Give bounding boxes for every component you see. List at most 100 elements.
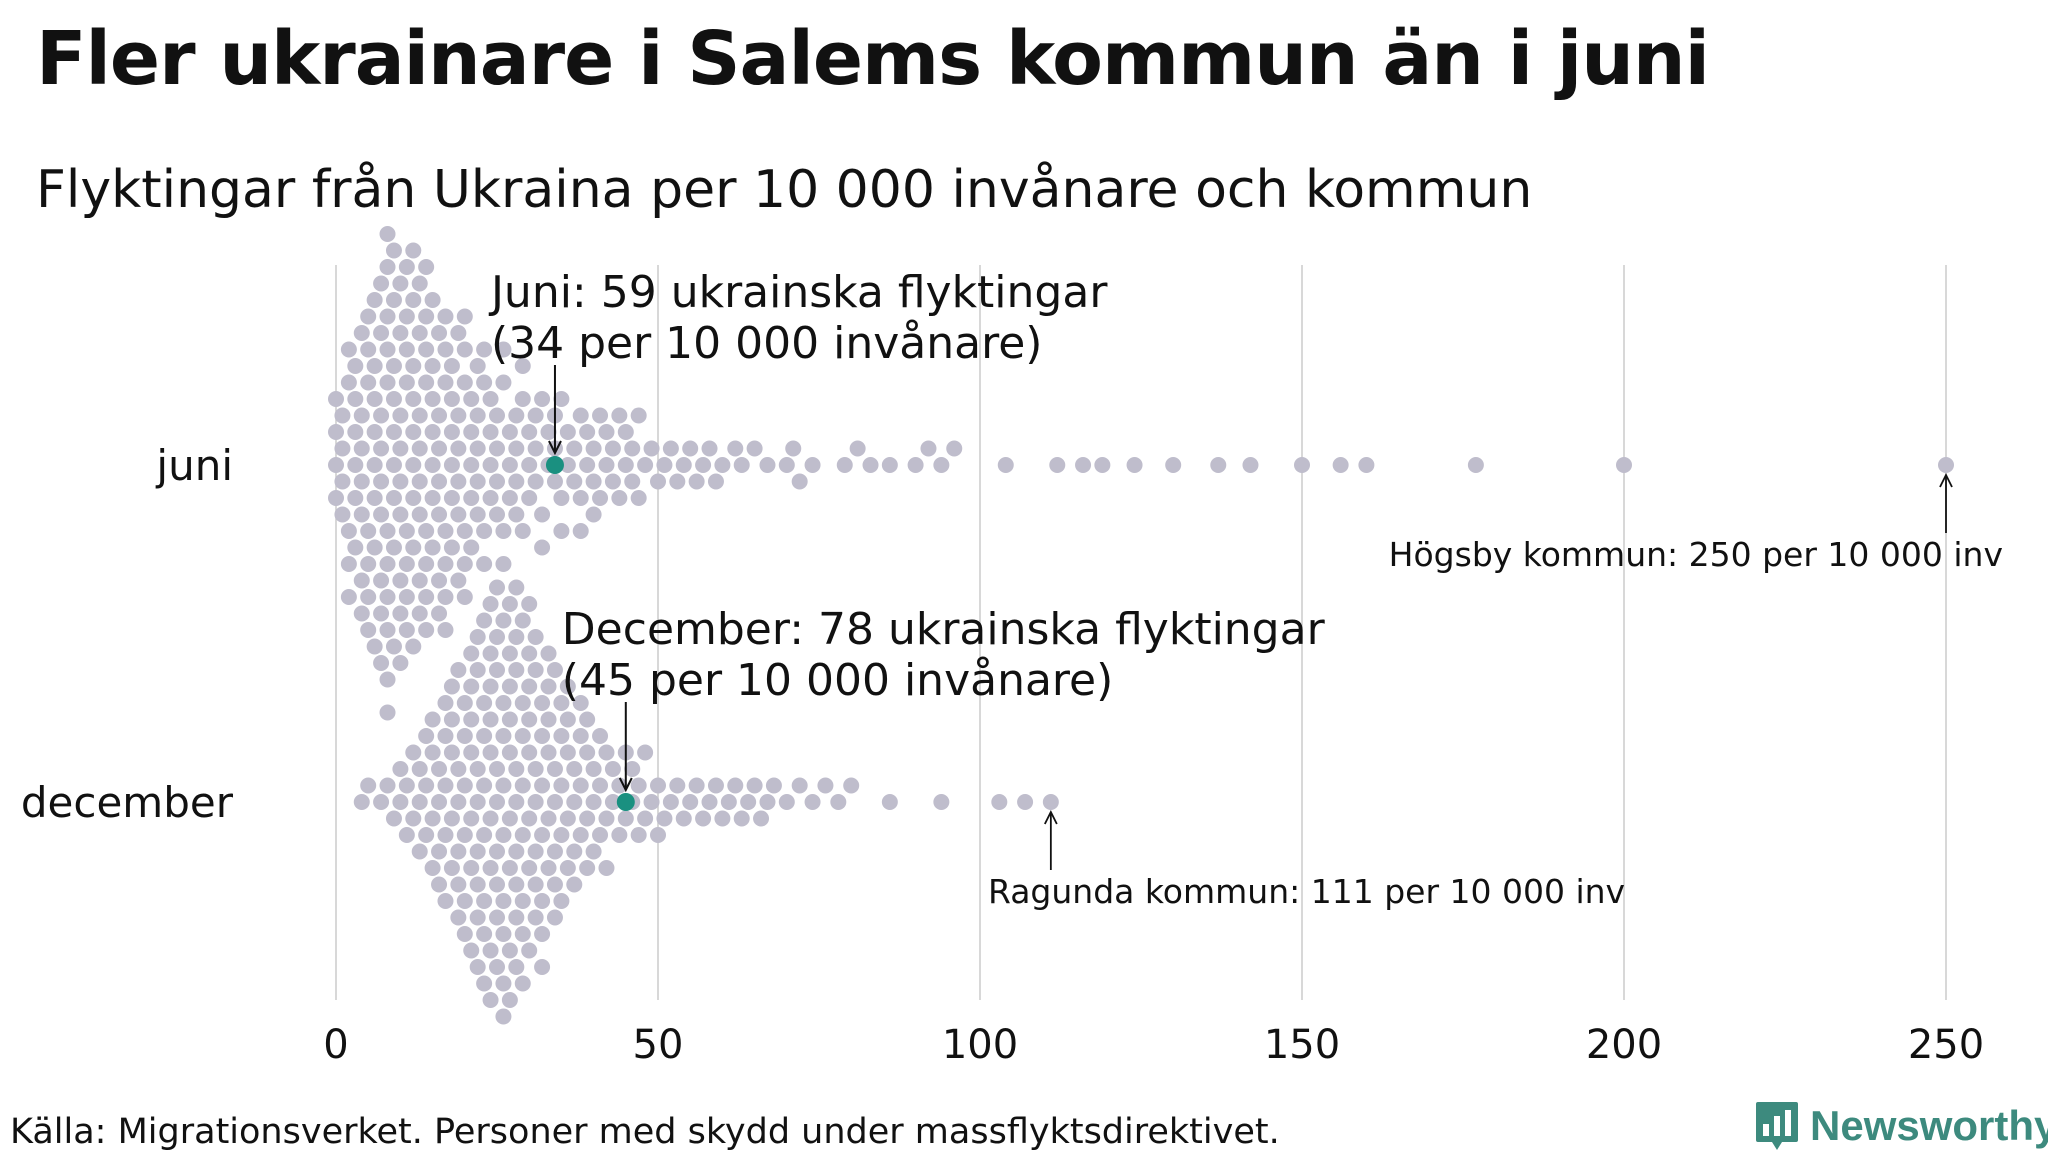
- data-point: [353, 506, 370, 523]
- data-point: [334, 506, 351, 523]
- data-point: [463, 810, 480, 827]
- data-point: [501, 457, 518, 473]
- data-point: [804, 457, 821, 473]
- data-point: [411, 473, 428, 490]
- data-point: [463, 424, 480, 440]
- data-point: [392, 506, 409, 523]
- data-point: [527, 407, 544, 424]
- data-point: [373, 655, 390, 671]
- data-point: [746, 777, 763, 794]
- data-point: [521, 678, 538, 695]
- data-point: [534, 893, 551, 909]
- data-point: [489, 909, 505, 926]
- data-point: [418, 622, 435, 638]
- data-point: [688, 777, 705, 794]
- data-point: [675, 810, 692, 827]
- highlight-point: [616, 793, 635, 811]
- data-point: [411, 440, 428, 457]
- data-point: [463, 645, 480, 662]
- data-point: [456, 695, 473, 711]
- data-point: [463, 860, 480, 876]
- data-point: [431, 843, 448, 860]
- data-point: [604, 761, 621, 777]
- data-point: [456, 308, 473, 325]
- data-point: [379, 589, 396, 605]
- data-point: [1075, 457, 1092, 473]
- data-point: [456, 341, 473, 358]
- data-point: [385, 638, 402, 655]
- data-point: [450, 440, 467, 457]
- data-point: [566, 761, 583, 777]
- data-point: [360, 556, 377, 572]
- data-point: [650, 777, 666, 794]
- data-point: [476, 777, 493, 794]
- data-point: [508, 629, 525, 645]
- data-point: [456, 374, 473, 391]
- data-point: [701, 794, 718, 810]
- data-point: [521, 711, 538, 728]
- data-point: [431, 506, 448, 523]
- data-point: [476, 893, 493, 909]
- data-point: [669, 777, 686, 794]
- data-point: [476, 728, 493, 744]
- data-point: [650, 473, 666, 490]
- data-point: [437, 523, 454, 539]
- data-point: [328, 391, 344, 407]
- chart-subtitle: Flyktingar från Ukraina per 10 000 invån…: [36, 160, 1533, 220]
- data-point: [572, 827, 589, 843]
- data-point: [373, 794, 390, 810]
- data-point: [540, 860, 557, 876]
- data-point: [579, 860, 596, 876]
- data-point: [482, 860, 499, 876]
- data-point: [476, 926, 493, 942]
- data-point: [398, 374, 415, 391]
- data-point: [418, 589, 435, 605]
- data-point: [334, 407, 351, 424]
- highlight-label-line2: (45 per 10 000 invånare): [562, 655, 1113, 706]
- data-point: [450, 876, 467, 893]
- data-point: [501, 645, 518, 662]
- data-point: [482, 391, 499, 407]
- data-point: [398, 259, 415, 275]
- x-tick-label: 250: [1908, 1022, 1984, 1068]
- data-point: [450, 909, 467, 926]
- data-point: [431, 440, 448, 457]
- data-point: [501, 992, 518, 1008]
- data-point: [495, 695, 512, 711]
- data-point: [546, 794, 563, 810]
- data-point: [1210, 457, 1227, 473]
- data-point: [791, 473, 808, 490]
- data-point: [379, 704, 396, 721]
- data-point: [373, 440, 390, 457]
- data-point: [508, 909, 525, 926]
- data-point: [328, 490, 344, 506]
- data-point: [720, 794, 737, 810]
- data-point: [437, 728, 454, 744]
- data-point: [662, 794, 679, 810]
- data-point: [450, 325, 467, 341]
- data-point: [1616, 457, 1632, 473]
- data-point: [843, 777, 860, 794]
- data-point: [675, 457, 692, 473]
- data-point: [392, 473, 409, 490]
- data-point: [862, 457, 879, 473]
- beeswarm-chart: 0 50 100 150 200 250 juni december Juni: 59 uk…: [21, 226, 2003, 1068]
- data-point: [527, 629, 544, 645]
- data-point: [340, 556, 357, 572]
- data-point: [695, 457, 712, 473]
- data-point: [443, 810, 460, 827]
- data-point: [566, 843, 583, 860]
- data-point: [907, 457, 924, 473]
- data-point: [373, 506, 390, 523]
- data-point: [450, 506, 467, 523]
- data-point: [682, 794, 699, 810]
- data-point: [508, 794, 525, 810]
- data-point: [521, 490, 538, 506]
- data-point: [508, 843, 525, 860]
- data-point: [366, 539, 383, 556]
- brand-name: Newsworthy: [1810, 1102, 2048, 1149]
- data-point: [546, 909, 563, 926]
- data-point: [617, 810, 634, 827]
- data-point: [469, 876, 486, 893]
- data-point: [501, 424, 518, 440]
